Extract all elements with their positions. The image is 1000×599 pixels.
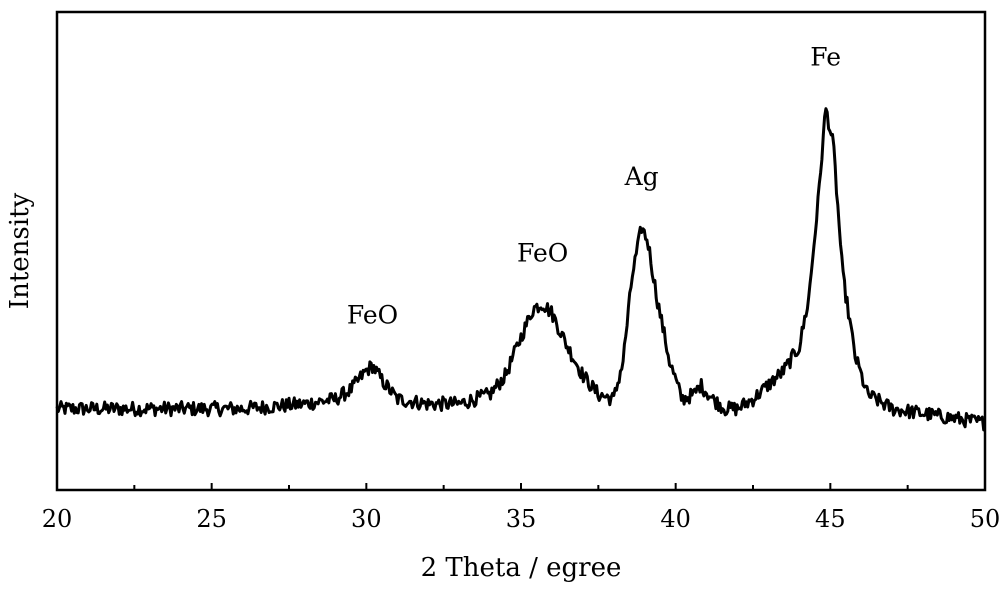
x-tick-labels: 20 25 30 35 40 45 50 xyxy=(42,505,1000,533)
x-tick-label: 40 xyxy=(660,505,691,533)
peak-label: Ag xyxy=(624,162,659,191)
y-axis-label: Intensity xyxy=(5,192,35,309)
peak-label: Fe xyxy=(810,43,841,72)
intensity-series-line xyxy=(55,107,986,432)
x-ticks xyxy=(56,483,986,490)
x-tick-label: 50 xyxy=(970,505,1000,533)
peak-annotations: FeO FeO Ag Fe xyxy=(347,43,841,330)
peak-label: FeO xyxy=(517,239,568,268)
x-tick-label: 25 xyxy=(196,505,227,533)
x-axis-label: 2 Theta / egree xyxy=(421,553,622,583)
x-tick-label: 45 xyxy=(815,505,846,533)
peak-label: FeO xyxy=(347,301,398,330)
x-tick-label: 30 xyxy=(351,505,382,533)
x-tick-label: 35 xyxy=(506,505,537,533)
x-tick-label: 20 xyxy=(42,505,73,533)
